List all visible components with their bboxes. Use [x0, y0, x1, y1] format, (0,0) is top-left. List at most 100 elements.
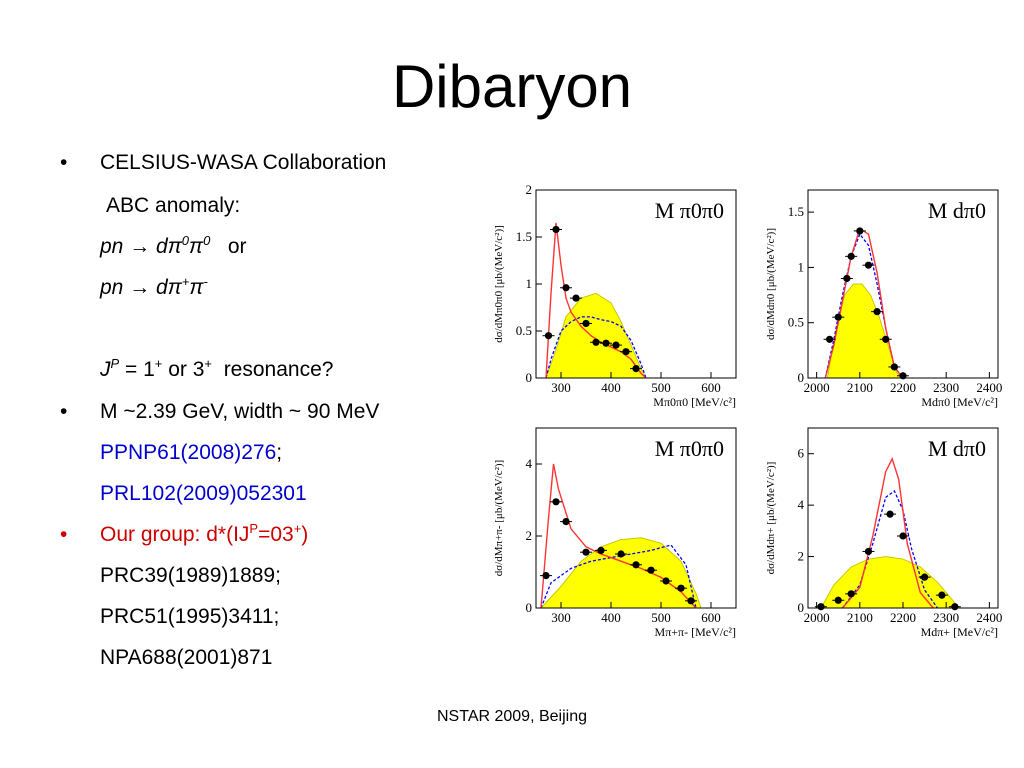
y-tick-label: 6: [798, 446, 805, 461]
data-point: [882, 335, 890, 343]
data-point: [582, 319, 590, 328]
x-tick-label: 300: [551, 380, 571, 395]
data-point: [562, 284, 570, 292]
y-tick-label: 0: [798, 600, 805, 615]
data-point: [562, 518, 570, 526]
ref-npa: NPA688(2001)871: [100, 646, 273, 669]
data-point: [592, 338, 600, 346]
y-tick-label: 1.5: [788, 204, 804, 219]
reaction-1: pn → dπ0π0 or: [100, 233, 247, 258]
bullet-1-text: CELSIUS-WASA Collaboration: [100, 151, 387, 174]
x-axis-label: Mdπ+ [MeV/c²]: [921, 625, 998, 639]
phase-space-area: [820, 556, 961, 609]
phase-space-area: [539, 537, 702, 609]
x-tick-label: 2200: [890, 380, 916, 395]
chart-panel-4: 2000 2100 2200 2300 2400 0 2 4 6 M dπ0 Mdπ+ [MeV/c…: [765, 427, 1002, 639]
ref-prc51: PRC51(1995)3411;: [100, 605, 280, 628]
data-point: [677, 584, 685, 592]
data-point: [622, 348, 630, 356]
x-tick-label: 2000: [804, 610, 830, 625]
y-tick-label: 2: [526, 528, 533, 543]
data-point: [938, 591, 946, 599]
panel-title: M π0π0: [655, 436, 724, 461]
data-point: [886, 510, 894, 518]
slide-title: Dibaryon: [391, 53, 633, 120]
x-tick-label: 2200: [890, 610, 916, 625]
x-tick-label: 300: [551, 610, 571, 625]
panel-title: M π0π0: [655, 198, 724, 223]
x-tick-label: 2100: [847, 380, 873, 395]
reaction-2: pn → dπ+π-: [100, 274, 208, 299]
data-point: [632, 561, 640, 569]
y-axis-label: dσ/dMdπ+ [μb/(MeV/c²)]: [765, 462, 777, 575]
data-point: [572, 294, 580, 302]
y-tick-label: 0: [526, 370, 533, 385]
data-point: [542, 572, 550, 580]
data-point: [597, 546, 605, 554]
data-point: [864, 261, 873, 269]
x-tick-label: 2000: [804, 380, 830, 395]
data-point: [890, 363, 898, 371]
y-tick-label: 0: [526, 600, 533, 615]
chart-panel-3: 300 400 500 600 0 2 4 M π0π0 Mπ+π- [MeV/c²] dσ/dM…: [493, 427, 737, 639]
data-point: [873, 308, 881, 316]
ref-prc39: PRC39(1989)1889;: [100, 564, 281, 587]
bullet-dot: •: [60, 151, 68, 174]
data-point: [817, 603, 825, 611]
ref-ppnp: PPNP61(2008)276;: [100, 441, 283, 464]
y-axis-label: dσ/dMπ+π- [μb/(MeV/c²)]: [493, 460, 505, 576]
y-tick-label: 1: [798, 259, 805, 274]
x-axis-label: Mdπ0 [MeV/c²]: [921, 395, 998, 409]
data-point: [617, 550, 625, 558]
y-tick-label: 4: [526, 456, 533, 471]
x-tick-label: 600: [701, 380, 721, 395]
y-tick-label: 1.5: [516, 229, 532, 244]
data-point: [856, 227, 864, 235]
bullet-3-text: Our group: d*(IJP=03+): [100, 521, 309, 546]
x-tick-label: 2400: [976, 610, 1002, 625]
x-tick-label: 2100: [847, 610, 873, 625]
slide-footer: NSTAR 2009, Beijing: [437, 708, 587, 725]
y-tick-label: 0.5: [788, 315, 804, 330]
data-point: [899, 532, 907, 540]
data-point: [662, 577, 670, 585]
chart-panel-2: 2000 2100 2200 2300 2400 0 0.5 1 1.5 M dπ0 Mdπ0 [M…: [765, 189, 1002, 409]
data-point: [847, 252, 855, 260]
figure-panels: 300 400 500 600 0 0.5 1 1.5 2 M π0π0 Mπ0π0 [MeV/c²…: [478, 180, 1008, 650]
data-point: [544, 332, 553, 340]
model-curve-blue: [540, 544, 697, 609]
abc-anomaly: ABC anomaly:: [106, 194, 241, 217]
x-axis-label: Mπ+π- [MeV/c²]: [655, 625, 736, 639]
y-tick-label: 2: [798, 549, 805, 564]
panel-title: M dπ0: [928, 198, 986, 223]
bullet-dot: •: [60, 523, 68, 546]
data-point: [602, 339, 610, 347]
data-point: [920, 573, 929, 581]
model-curve-red: [841, 457, 934, 609]
data-point: [582, 548, 590, 556]
phase-space-area: [826, 283, 905, 379]
y-axis-label: dσ/dMπ0π0 [μb/(MeV/c²)]: [493, 225, 505, 343]
y-tick-label: 1: [526, 276, 533, 291]
model-curve-blue: [545, 316, 647, 379]
x-tick-label: 500: [651, 380, 671, 395]
x-tick-label: 500: [651, 610, 671, 625]
data-point: [647, 566, 655, 574]
data-point: [825, 335, 834, 343]
data-point: [687, 597, 695, 605]
data-point: [552, 225, 560, 234]
x-tick-label: 400: [601, 380, 621, 395]
data-point: [632, 365, 640, 373]
x-axis-label: Mπ0π0 [MeV/c²]: [653, 395, 736, 409]
data-point: [843, 274, 851, 283]
x-tick-label: 600: [701, 610, 721, 625]
data-point: [612, 341, 620, 349]
data-point: [552, 498, 560, 506]
plot-frame: [535, 427, 737, 609]
chart-panel-1: 300 400 500 600 0 0.5 1 1.5 2 M π0π0 Mπ0π0 [MeV/c²…: [493, 182, 737, 409]
data-point: [864, 547, 873, 556]
y-tick-label: 2: [526, 182, 533, 197]
data-point: [847, 590, 855, 598]
y-tick-label: 0: [798, 370, 805, 385]
